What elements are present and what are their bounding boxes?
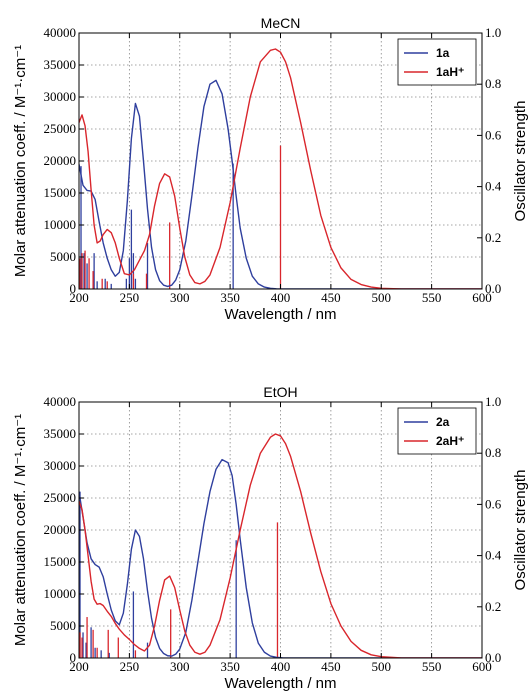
x-tick-label: 300	[170, 659, 190, 674]
legend: 2a 2aH⁺	[397, 407, 477, 455]
x-tick-label: 250	[120, 659, 140, 674]
y-right-tick-label: 1.0	[485, 25, 501, 40]
y-tick-label: 35000	[44, 57, 77, 72]
y-right-tick-label: 0.2	[485, 599, 501, 614]
series-line-2aH	[79, 433, 482, 658]
y-tick-label: 0	[70, 281, 77, 296]
chart-panel-2: 200 250 300 350 400 450 500 550 600 0 5000 10000 150…	[12, 384, 529, 692]
y-axis-label: Molar attenuation coeff. / M⁻¹·cm⁻¹	[12, 414, 29, 646]
y-tick-label: 40000	[44, 25, 77, 40]
x-axis-label: Wavelength / nm	[225, 306, 337, 323]
y-right-tick-label: 0.2	[485, 230, 501, 245]
x-tick-label: 450	[321, 290, 341, 305]
legend-label: 1a	[436, 46, 450, 60]
y-right-tick-label: 0.0	[485, 281, 501, 296]
y-tick-label: 20000	[44, 522, 77, 537]
y-tick-label: 10000	[44, 217, 77, 232]
legend-box	[397, 38, 477, 86]
series-line-1aH	[79, 48, 482, 289]
x-tick-label: 400	[271, 290, 291, 305]
x-tick-label: 200	[69, 659, 89, 674]
legend-label: 1aH⁺	[436, 65, 464, 79]
y-tick-label: 20000	[44, 153, 77, 168]
y-right-axis-label: Oscillator strength	[512, 101, 529, 222]
chart-title: EtOH	[263, 384, 297, 400]
y-tick-label: 30000	[44, 458, 77, 473]
legend-label: 2aH⁺	[436, 434, 464, 448]
x-tick-label: 350	[220, 659, 240, 674]
x-tick-label: 300	[170, 290, 190, 305]
chart-panel-1: 200 250 300 350 400 450 500 550 600 0 5000 10000 150…	[12, 15, 529, 323]
y-tick-label: 10000	[44, 586, 77, 601]
y-tick-label: 25000	[44, 490, 77, 505]
y-right-tick-label: 0.4	[485, 548, 502, 563]
y-right-axis-label: Oscillator strength	[512, 470, 529, 591]
plot-area	[79, 48, 482, 289]
x-tick-label: 600	[472, 290, 492, 305]
x-tick-label: 550	[422, 659, 442, 674]
x-tick-label: 450	[321, 659, 341, 674]
series-line-1a	[79, 79, 482, 289]
x-tick-label: 500	[372, 659, 392, 674]
plot-area	[79, 433, 482, 658]
y-tick-label: 40000	[44, 394, 77, 409]
y-axis-label: Molar attenuation coeff. / M⁻¹·cm⁻¹	[12, 45, 29, 277]
x-tick-label: 250	[120, 290, 140, 305]
y-right-tick-label: 0.0	[485, 650, 501, 665]
y-tick-label: 5000	[50, 618, 76, 633]
legend-label: 2a	[436, 415, 450, 429]
chart-title: MeCN	[261, 15, 301, 31]
x-axis-label: Wavelength / nm	[225, 675, 337, 692]
y-right-tick-label: 0.6	[485, 127, 502, 142]
y-tick-label: 15000	[44, 554, 77, 569]
x-tick-label: 200	[69, 290, 89, 305]
legend-box	[397, 407, 477, 455]
y-tick-label: 30000	[44, 89, 77, 104]
y-tick-label: 0	[70, 650, 77, 665]
y-tick-label: 5000	[50, 249, 76, 264]
x-tick-label: 500	[372, 290, 392, 305]
series-line-2a	[79, 458, 482, 658]
legend: 1a 1aH⁺	[397, 38, 477, 86]
y-right-tick-label: 0.6	[485, 496, 502, 511]
y-tick-label: 35000	[44, 426, 77, 441]
y-right-tick-label: 0.4	[485, 179, 502, 194]
y-tick-label: 15000	[44, 185, 77, 200]
y-right-tick-label: 0.8	[485, 76, 501, 91]
x-tick-label: 600	[472, 659, 492, 674]
y-right-tick-label: 1.0	[485, 394, 501, 409]
y-right-tick-label: 0.8	[485, 445, 501, 460]
x-tick-label: 550	[422, 290, 442, 305]
y-tick-label: 25000	[44, 121, 77, 136]
x-tick-label: 400	[271, 659, 291, 674]
x-tick-label: 350	[220, 290, 240, 305]
